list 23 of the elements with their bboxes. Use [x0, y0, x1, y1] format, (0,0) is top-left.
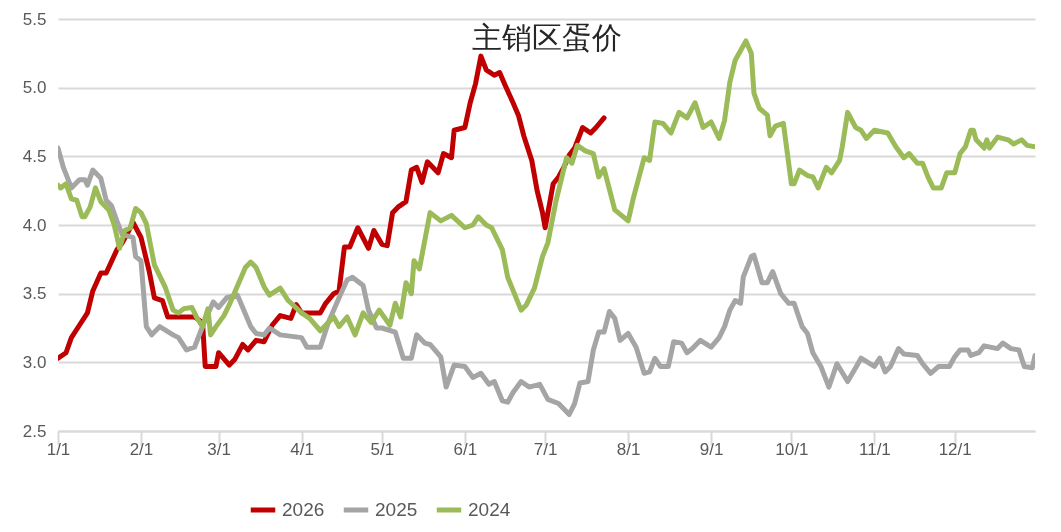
chart-title: 主销区蛋价	[471, 20, 622, 55]
x-tick-label: 9/1	[699, 439, 724, 459]
y-tick-label: 5.0	[22, 78, 47, 98]
y-tick-label: 4.0	[22, 215, 47, 235]
legend-label: 2025	[375, 499, 418, 520]
x-tick-label: 8/1	[616, 439, 641, 459]
legend-label: 2024	[468, 499, 511, 520]
x-tick-label: 4/1	[290, 439, 314, 459]
x-tick-label: 12/1	[938, 439, 972, 459]
y-tick-label: 2.5	[22, 421, 47, 441]
x-tick-label: 3/1	[207, 439, 231, 459]
y-tick-label: 4.5	[22, 146, 47, 166]
x-tick-label: 7/1	[533, 439, 558, 459]
x-tick-label: 11/1	[858, 439, 891, 459]
x-tick-label: 6/1	[453, 439, 478, 459]
x-tick-label: 2/1	[129, 439, 154, 459]
y-tick-label: 5.5	[22, 9, 47, 29]
y-tick-label: 3.0	[22, 352, 47, 372]
x-tick-label: 1/1	[46, 439, 71, 459]
x-tick-label: 10/1	[775, 439, 809, 459]
legend-label: 2026	[282, 499, 325, 520]
x-tick-label: 5/1	[370, 439, 395, 459]
y-tick-label: 3.5	[22, 284, 47, 304]
